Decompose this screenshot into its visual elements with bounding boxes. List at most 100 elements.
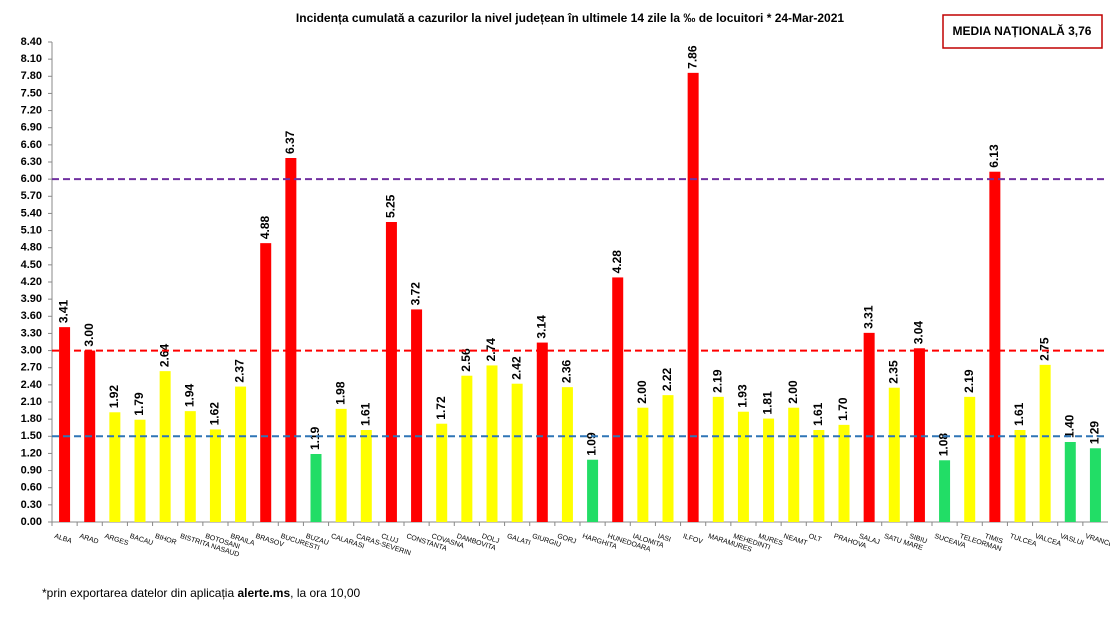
bar <box>712 396 724 522</box>
y-tick-label: 7.80 <box>21 70 42 82</box>
y-tick-label: 4.20 <box>21 276 42 288</box>
y-tick-label: 6.00 <box>21 173 42 185</box>
bar <box>385 222 397 522</box>
bar <box>662 395 674 522</box>
y-tick-label: 3.00 <box>21 344 42 356</box>
value-label: 2.37 <box>233 359 247 383</box>
bar <box>913 348 925 522</box>
x-tick-label: BACAU <box>129 533 154 547</box>
value-label: 7.86 <box>685 45 699 69</box>
y-tick-label: 4.50 <box>21 259 42 271</box>
value-label: 2.42 <box>509 356 523 380</box>
value-label: 3.14 <box>534 315 548 339</box>
value-label: 1.79 <box>132 392 146 416</box>
bar <box>411 309 423 522</box>
value-label: 2.64 <box>157 343 171 367</box>
y-tick-label: 5.10 <box>21 224 42 236</box>
value-label: 2.00 <box>635 380 649 404</box>
value-label: 1.72 <box>434 396 448 420</box>
value-label: 1.98 <box>333 381 347 405</box>
y-tick-label: 6.30 <box>21 156 42 168</box>
bar <box>285 158 297 522</box>
y-tick-label: 6.60 <box>21 139 42 151</box>
bar <box>863 332 875 522</box>
bar <box>1039 364 1051 522</box>
value-label: 1.61 <box>1012 402 1026 426</box>
value-label: 5.25 <box>384 194 398 218</box>
y-tick-label: 0.00 <box>21 516 42 528</box>
value-label: 1.09 <box>585 432 599 456</box>
bar <box>1014 430 1026 522</box>
y-tick-label: 5.70 <box>21 190 42 202</box>
bar <box>59 327 71 522</box>
bar <box>637 407 649 522</box>
value-label: 1.93 <box>736 384 750 408</box>
value-label: 2.56 <box>459 348 473 372</box>
value-label: 1.29 <box>1088 421 1102 445</box>
y-tick-label: 8.40 <box>21 36 42 48</box>
bar <box>989 171 1001 522</box>
value-label: 1.08 <box>937 433 951 457</box>
value-label: 1.40 <box>1062 414 1076 438</box>
bar <box>1064 442 1076 522</box>
y-tick-label: 3.90 <box>21 293 42 305</box>
x-tick-label: GALATI <box>506 533 531 547</box>
value-label: 1.81 <box>761 391 775 415</box>
bar <box>964 396 976 522</box>
bar <box>209 429 221 522</box>
y-tick-label: 0.60 <box>21 482 42 494</box>
bar <box>561 387 573 522</box>
x-tick-label: VRANCEA <box>1084 533 1110 550</box>
bar <box>687 72 699 522</box>
y-tick-label: 0.30 <box>21 499 42 511</box>
bar <box>737 411 749 522</box>
footnote: *prin exportarea datelor din aplicația a… <box>42 586 361 600</box>
bar <box>134 419 146 522</box>
value-label: 1.62 <box>208 402 222 426</box>
bar <box>1089 448 1101 522</box>
value-label: 3.41 <box>57 299 71 323</box>
x-tick-label: ARAD <box>79 533 100 546</box>
value-label: 1.61 <box>811 402 825 426</box>
bar <box>587 459 599 522</box>
x-tick-label: IASI <box>657 533 672 544</box>
value-label: 3.04 <box>912 321 926 345</box>
y-tick-label: 1.20 <box>21 447 42 459</box>
bar <box>838 424 850 522</box>
value-label: 2.35 <box>886 360 900 384</box>
bar <box>536 342 548 522</box>
x-tick-label: BIHOR <box>154 533 177 547</box>
bar <box>260 243 272 522</box>
value-label: 1.94 <box>182 383 196 407</box>
x-tick-label: ILFOV <box>682 533 704 546</box>
bar <box>612 277 624 522</box>
bar <box>436 423 448 522</box>
y-tick-label: 1.80 <box>21 413 42 425</box>
x-tick-label: NEAMT <box>783 533 809 547</box>
bar <box>939 460 951 522</box>
value-label: 2.36 <box>560 359 574 383</box>
value-label: 6.37 <box>283 130 297 154</box>
y-tick-label: 2.40 <box>21 379 42 391</box>
y-tick-label: 5.40 <box>21 207 42 219</box>
y-tick-label: 3.60 <box>21 310 42 322</box>
value-label: 6.13 <box>987 144 1001 168</box>
bar <box>159 371 171 522</box>
value-label: 2.19 <box>962 369 976 393</box>
bar <box>335 408 347 522</box>
y-tick-label: 7.20 <box>21 104 42 116</box>
x-tick-label: OLT <box>808 533 823 544</box>
bar <box>235 386 247 522</box>
x-tick-label: VALCEA <box>1034 533 1062 548</box>
value-label: 3.31 <box>861 305 875 329</box>
y-tick-label: 3.30 <box>21 327 42 339</box>
value-label: 1.19 <box>308 426 322 450</box>
annotation: MEDIA NAȚIONALĂ 3,76 <box>953 23 1092 38</box>
y-tick-label: 7.50 <box>21 87 42 99</box>
value-label: 1.61 <box>358 402 372 426</box>
value-label: 3.72 <box>409 282 423 306</box>
value-label: 3.00 <box>82 323 96 347</box>
footnote-part: , la ora 10,00 <box>290 586 360 600</box>
value-label: 2.00 <box>786 380 800 404</box>
